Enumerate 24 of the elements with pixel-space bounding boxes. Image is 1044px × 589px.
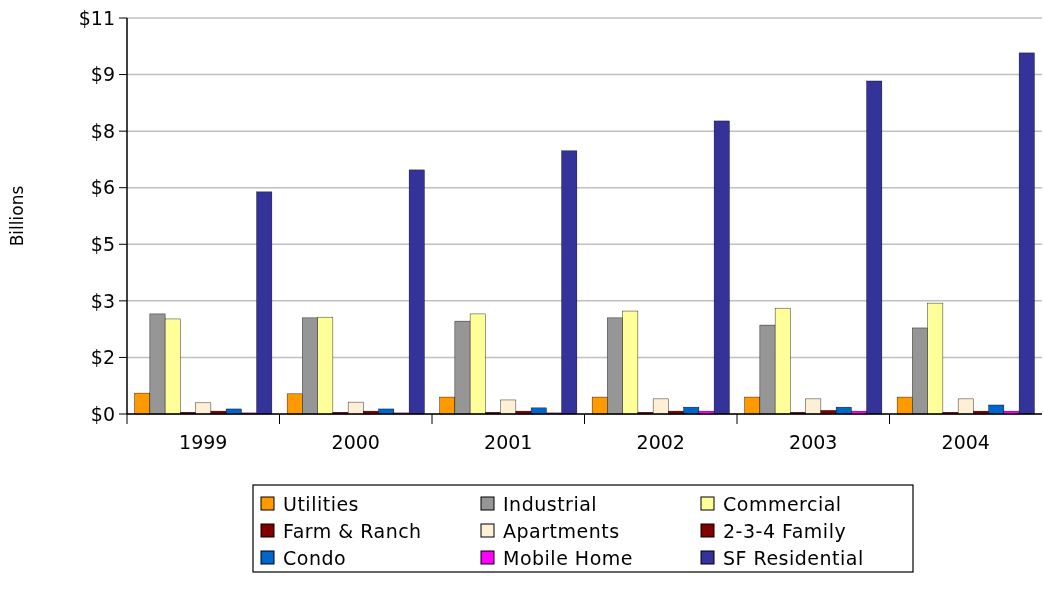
y-axis-title: Billions bbox=[7, 185, 27, 247]
x-tick-label: 1999 bbox=[179, 431, 228, 453]
x-tick-label: 2002 bbox=[636, 431, 685, 453]
x-tick-label: 2001 bbox=[484, 431, 533, 453]
x-tick-label: 2000 bbox=[331, 431, 380, 453]
legend-label: Apartments bbox=[503, 519, 620, 542]
legend-label: Industrial bbox=[503, 492, 598, 515]
legend-label: Commercial bbox=[723, 492, 842, 515]
legend-label: Mobile Home bbox=[503, 546, 633, 569]
legend-label: Utilities bbox=[283, 492, 360, 515]
y-tick-label: $3 bbox=[90, 289, 115, 312]
legend-label: Condo bbox=[283, 546, 347, 569]
y-tick-label: $5 bbox=[90, 232, 115, 255]
legend-label: SF Residential bbox=[723, 546, 864, 569]
legend-label: 2-3-4 Family bbox=[723, 519, 847, 542]
y-tick-label: $0 bbox=[90, 402, 115, 425]
y-tick-label: $2 bbox=[90, 346, 115, 369]
x-tick-label: 2003 bbox=[789, 431, 838, 453]
x-tick-label: 2004 bbox=[941, 431, 990, 453]
y-tick-label: $9 bbox=[90, 63, 115, 86]
legend-label: Farm & Ranch bbox=[283, 519, 422, 542]
y-tick-label: $6 bbox=[90, 176, 115, 199]
y-tick-label: $8 bbox=[90, 119, 115, 142]
y-tick-label: $11 bbox=[78, 6, 115, 29]
